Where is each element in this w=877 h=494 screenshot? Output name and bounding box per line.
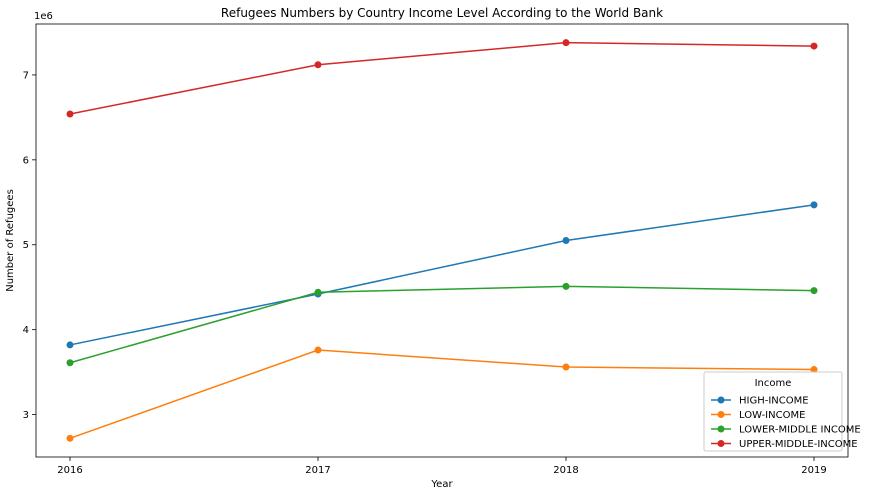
x-tick-label: 2016: [57, 465, 82, 476]
series-low-income: [66, 346, 818, 442]
chart-title: Refugees Numbers by Country Income Level…: [221, 6, 663, 20]
series-high-income: [66, 201, 818, 349]
legend-swatch-marker: [717, 440, 725, 447]
x-tick-label: 2017: [305, 465, 330, 476]
series-line: [69, 204, 815, 346]
data-point: [66, 434, 74, 442]
data-point: [66, 341, 74, 349]
data-point: [562, 282, 570, 290]
data-point: [562, 39, 570, 47]
legend-label: HIGH-INCOME: [739, 396, 809, 407]
y-tick-label: 4: [23, 325, 29, 336]
legend-swatch-marker: [717, 425, 725, 433]
legend-items: HIGH-INCOME LOW-INCOME LOWER-MIDDLE INCOME…: [711, 396, 861, 450]
data-point: [810, 366, 818, 374]
data-point: [810, 287, 818, 295]
legend: Income HIGH-INCOME LOW-INCOME LOWER-MIDDLE…: [703, 371, 861, 452]
legend-label: LOWER-MIDDLE INCOME: [739, 425, 861, 436]
plot-area: [35, 23, 849, 458]
x-tick-label: 2018: [553, 465, 578, 476]
y-tick-label: 3: [23, 410, 29, 421]
y-offset-label: 1e6: [34, 11, 53, 22]
legend-item: HIGH-INCOME: [711, 396, 809, 407]
legend-item: LOW-INCOME: [711, 410, 805, 421]
series-line: [69, 41, 815, 115]
data-point: [314, 346, 322, 354]
y-tick-label: 5: [23, 240, 29, 251]
y-axis-label: Number of Refugees: [5, 189, 16, 292]
legend-label: UPPER-MIDDLE-INCOME: [739, 439, 858, 450]
data-point: [314, 288, 322, 296]
legend-box: [703, 371, 843, 452]
data-point: [66, 110, 74, 118]
legend-item: UPPER-MIDDLE-INCOME: [711, 439, 858, 450]
data-point: [810, 201, 818, 209]
data-point: [66, 359, 74, 367]
data-point: [314, 61, 322, 69]
x-tick-label: 2019: [801, 465, 826, 476]
series-layer: [66, 39, 818, 442]
series-lower-middle-income: [66, 282, 818, 367]
legend-title: Income: [755, 378, 792, 389]
x-axis: 2016 2017 2018 2019: [57, 457, 827, 476]
legend-item: LOWER-MIDDLE INCOME: [711, 425, 861, 436]
data-point: [562, 363, 570, 371]
series-line: [69, 285, 815, 364]
data-point: [562, 237, 570, 244]
y-axis: 3 4 5 6 7: [23, 70, 36, 421]
y-tick-label: 6: [23, 155, 29, 166]
legend-swatch-marker: [717, 411, 725, 418]
y-tick-label: 7: [23, 70, 29, 81]
data-point: [810, 42, 818, 50]
x-axis-label: Year: [430, 479, 453, 490]
legend-label: LOW-INCOME: [739, 410, 805, 421]
series-line: [69, 349, 815, 440]
series-upper-middle-income: [66, 39, 818, 118]
legend-swatch-marker: [717, 396, 725, 404]
